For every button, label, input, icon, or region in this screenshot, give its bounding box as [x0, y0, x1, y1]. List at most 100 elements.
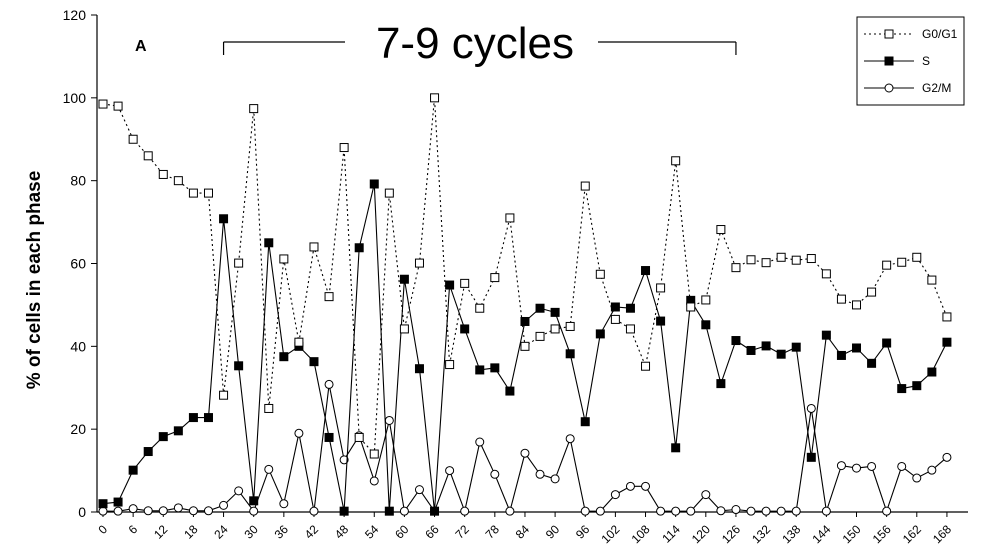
- point-s: [595, 329, 605, 339]
- x-tick-label: 18: [181, 522, 201, 542]
- x-tick-label: 36: [272, 522, 292, 542]
- point-s: [701, 320, 711, 330]
- point-g0-g1: [369, 449, 379, 459]
- point-g0-g1: [580, 181, 590, 191]
- point-g2-m: [942, 452, 952, 462]
- x-tick-label: 138: [779, 522, 803, 546]
- series-g2-m: [98, 379, 952, 516]
- point-g2-m: [234, 486, 244, 496]
- legend-label-g2-m: G2/M: [922, 81, 951, 95]
- point-g2-m: [641, 481, 651, 491]
- point-g0-g1: [927, 275, 937, 285]
- point-g2-m: [535, 469, 545, 479]
- point-g0-g1: [625, 324, 635, 334]
- point-g0-g1: [595, 269, 605, 279]
- point-g0-g1: [339, 143, 349, 153]
- x-tick-label: 48: [332, 522, 352, 542]
- point-s: [234, 361, 244, 371]
- point-s: [309, 357, 319, 367]
- point-s: [279, 352, 289, 362]
- point-g0-g1: [701, 295, 711, 305]
- point-g0-g1: [836, 294, 846, 304]
- point-g2-m: [565, 434, 575, 444]
- point-s: [98, 499, 108, 509]
- point-s: [520, 316, 530, 326]
- point-s: [565, 349, 575, 359]
- x-tick-label: 168: [930, 522, 954, 546]
- point-g0-g1: [203, 188, 213, 198]
- point-s: [610, 302, 620, 312]
- point-g0-g1: [188, 188, 198, 198]
- point-s: [927, 367, 937, 377]
- point-s: [354, 243, 364, 253]
- point-g2-m: [580, 506, 590, 516]
- point-s: [173, 426, 183, 436]
- point-g0-g1: [475, 303, 485, 313]
- point-s: [731, 336, 741, 346]
- point-g0-g1: [264, 403, 274, 413]
- legend-item-g0-g1: G0/G1: [864, 27, 958, 41]
- y-tick-label: 60: [70, 256, 86, 272]
- point-g2-m: [324, 379, 334, 389]
- point-g0-g1: [776, 252, 786, 262]
- point-g0-g1: [414, 258, 424, 268]
- point-g0-g1: [716, 225, 726, 235]
- point-g2-m: [776, 506, 786, 516]
- y-axis-label: % of cells in each phase: [24, 171, 45, 390]
- point-g2-m: [836, 461, 846, 471]
- point-s: [912, 381, 922, 391]
- point-g0-g1: [550, 324, 560, 334]
- series-s: [98, 179, 952, 516]
- point-s: [414, 364, 424, 374]
- x-tick-label: 0: [95, 522, 110, 537]
- point-g2-m: [279, 499, 289, 509]
- point-s: [505, 386, 515, 396]
- point-g2-m: [143, 506, 153, 516]
- x-tick-label: 126: [719, 522, 743, 546]
- x-tick-label: 102: [598, 522, 622, 546]
- point-g0-g1: [143, 151, 153, 161]
- legend-label-s: S: [922, 54, 930, 68]
- y-tick-label: 20: [70, 421, 86, 437]
- point-s: [671, 443, 681, 453]
- point-g2-m: [399, 506, 409, 516]
- point-g0-g1: [882, 260, 892, 270]
- point-s: [445, 280, 455, 290]
- point-g0-g1: [897, 257, 907, 267]
- point-g0-g1: [98, 99, 108, 109]
- x-tick-label: 90: [543, 522, 563, 542]
- point-s: [791, 342, 801, 352]
- point-g2-m: [460, 506, 470, 516]
- point-s: [716, 379, 726, 389]
- point-s: [625, 303, 635, 313]
- point-s: [188, 413, 198, 423]
- point-g0-g1: [746, 255, 756, 265]
- x-tick-label: 12: [151, 522, 171, 542]
- point-g2-m: [595, 506, 605, 516]
- point-s: [460, 324, 470, 334]
- point-g0-g1: [686, 302, 696, 312]
- point-g2-m: [113, 506, 123, 516]
- point-g0-g1: [731, 263, 741, 273]
- point-s: [550, 307, 560, 317]
- point-g2-m: [852, 463, 862, 473]
- point-g2-m: [656, 506, 666, 516]
- point-g2-m: [791, 506, 801, 516]
- point-g2-m: [731, 505, 741, 515]
- point-g2-m: [188, 506, 198, 516]
- point-g2-m: [475, 437, 485, 447]
- point-s: [399, 274, 409, 284]
- point-g0-g1: [219, 390, 229, 400]
- point-s: [656, 316, 666, 326]
- point-g2-m: [520, 448, 530, 458]
- point-g0-g1: [610, 314, 620, 324]
- point-g0-g1: [128, 134, 138, 144]
- point-g0-g1: [158, 169, 168, 179]
- y-tick-label: 0: [78, 504, 86, 520]
- point-s: [867, 358, 877, 368]
- point-s: [430, 506, 440, 516]
- x-tick-label: 156: [870, 522, 894, 546]
- point-g2-m: [98, 506, 108, 516]
- x-tick-label: 30: [241, 522, 261, 542]
